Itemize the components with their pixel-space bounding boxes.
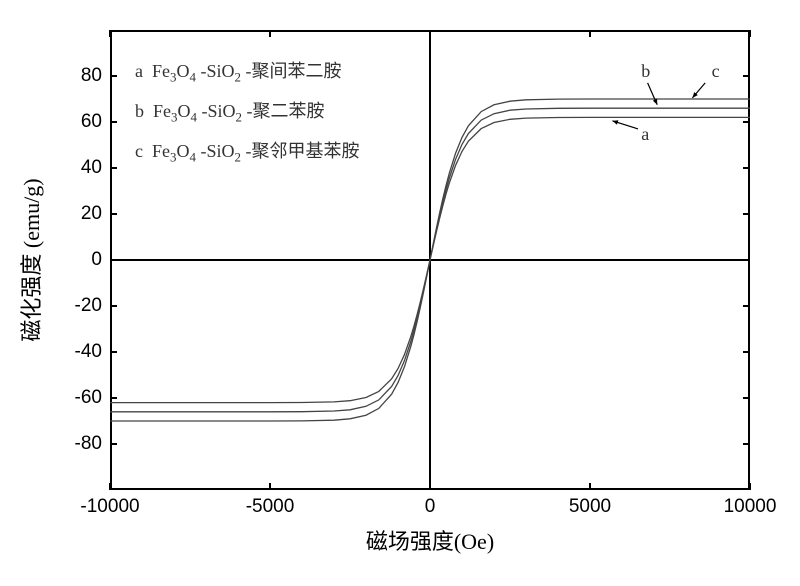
series-label-c: c <box>712 61 720 82</box>
x-tick <box>749 483 751 490</box>
y-tick-label: 80 <box>52 65 102 87</box>
legend-item: b Fe3O4 -SiO2 -聚二苯胺 <box>135 92 359 132</box>
x-tick <box>269 483 271 490</box>
y-tick <box>110 75 117 77</box>
legend: a Fe3O4 -SiO2 -聚间苯二胺b Fe3O4 -SiO2 -聚二苯胺c… <box>135 52 359 172</box>
x-tick-top <box>269 30 271 37</box>
x-tick-top <box>429 30 431 37</box>
x-tick-top <box>749 30 751 37</box>
y-tick-label: 20 <box>52 203 102 225</box>
x-tick-top <box>589 30 591 37</box>
y-tick-right <box>743 351 750 353</box>
y-tick-right <box>743 121 750 123</box>
x-tick-label: -5000 <box>246 496 295 518</box>
y-tick-right <box>743 213 750 215</box>
x-tick-label: -10000 <box>80 496 139 518</box>
y-tick <box>110 213 117 215</box>
y-tick-label: -80 <box>52 433 102 455</box>
x-axis-label: 磁场强度(Oe) <box>366 524 494 556</box>
x-tick-top <box>109 30 111 37</box>
y-tick-label: 0 <box>52 249 102 271</box>
y-tick-right <box>743 305 750 307</box>
y-tick-label: 60 <box>52 111 102 133</box>
y-tick-label: -40 <box>52 341 102 363</box>
y-tick <box>110 443 117 445</box>
y-tick-right <box>743 167 750 169</box>
y-tick <box>110 397 117 399</box>
x-tick <box>589 483 591 490</box>
x-tick-label: 5000 <box>569 496 611 518</box>
series-label-a: a <box>641 124 649 145</box>
y-tick <box>110 305 117 307</box>
y-tick-right <box>743 397 750 399</box>
series-arrowhead-a <box>612 120 618 124</box>
chart-root: { "canvas": { "width": 800, "height": 58… <box>0 0 800 586</box>
y-tick-label: -60 <box>52 387 102 409</box>
y-tick-right <box>743 443 750 445</box>
x-tick-label: 10000 <box>724 496 777 518</box>
legend-item: a Fe3O4 -SiO2 -聚间苯二胺 <box>135 52 359 92</box>
y-tick-right <box>743 75 750 77</box>
y-tick <box>110 121 117 123</box>
y-tick <box>110 167 117 169</box>
y-axis-label: 磁化强度 (emu/g) <box>14 178 46 341</box>
y-tick-right <box>743 259 750 261</box>
y-tick-label: 40 <box>52 157 102 179</box>
y-tick-label: -20 <box>52 295 102 317</box>
legend-item: c Fe3O4 -SiO2 -聚邻甲基苯胺 <box>135 132 359 172</box>
y-tick <box>110 259 117 261</box>
x-tick-label: 0 <box>425 496 436 518</box>
x-tick <box>429 483 431 490</box>
series-label-b: b <box>641 61 650 82</box>
x-tick <box>109 483 111 490</box>
y-tick <box>110 351 117 353</box>
